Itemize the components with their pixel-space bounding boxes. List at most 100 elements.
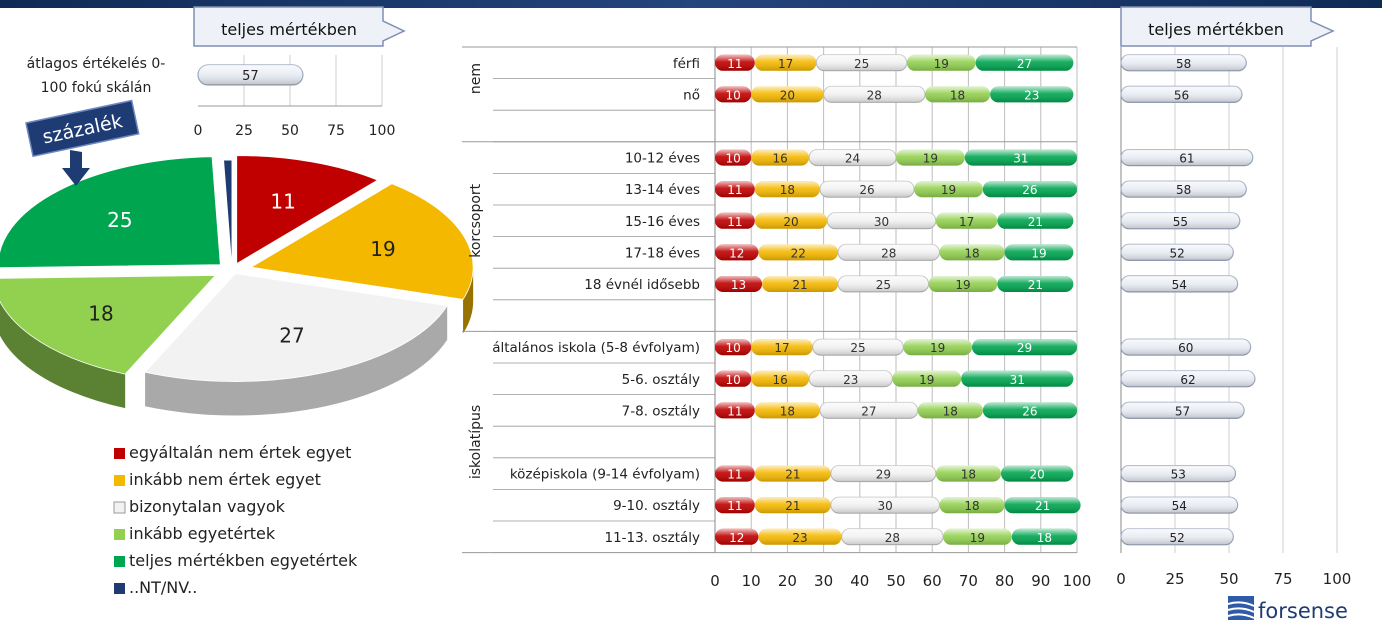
avg-chart: 57 0 25 50 75 100: [194, 55, 396, 139]
stack-segment-gloss: [715, 465, 755, 482]
stack-tick-label: 40: [850, 572, 869, 590]
legend-swatch: [114, 556, 125, 567]
stack-segment-label: 28: [867, 88, 882, 102]
stack-tick-label: 100: [1063, 572, 1092, 590]
right-bar-label: 62: [1180, 373, 1195, 387]
right-bar-gloss: [1121, 276, 1238, 292]
row-label: 18 évnél idősebb: [584, 277, 700, 293]
stack-segment-gloss: [1011, 528, 1077, 545]
right-bar-gloss: [1121, 528, 1234, 545]
stack-segment-label: 27: [1017, 57, 1032, 71]
stack-segment-gloss: [715, 149, 752, 166]
stack-segment-gloss: [715, 528, 759, 545]
stack-segment-label: 21: [785, 499, 800, 513]
stack-tick-label: 90: [1031, 572, 1050, 590]
stack-segment-label: 31: [1010, 373, 1025, 387]
stack-segment-label: 28: [881, 246, 896, 260]
stack-segment-gloss: [1004, 244, 1074, 261]
pie-slice-label: 18: [88, 302, 113, 326]
stack-segment-label: 21: [1035, 499, 1050, 513]
stack-segment-gloss: [827, 212, 936, 229]
stack-segment-label: 23: [843, 373, 858, 387]
stack-segment-label: 18: [961, 468, 976, 482]
stack-segment-gloss: [754, 465, 831, 482]
logo: forsense: [1227, 596, 1348, 623]
legend-label: bizonytalan vagyok: [129, 497, 286, 516]
stack-segment-label: 11: [727, 215, 742, 229]
stack-segment-gloss: [751, 370, 810, 387]
pie-slice: [144, 273, 448, 382]
row-label: 11-13. osztály: [605, 530, 701, 546]
row-label: 5-6. osztály: [622, 372, 700, 388]
stack-segment-label: 18: [780, 404, 795, 418]
right-bar-label: 56: [1174, 88, 1189, 102]
stack-segment-label: 19: [941, 183, 956, 197]
stack-segment-label: 11: [727, 404, 742, 418]
stack-segment-gloss: [982, 181, 1077, 198]
stack-segment-label: 19: [955, 278, 970, 292]
row-label: középiskola (9-14 évfolyam): [510, 467, 700, 483]
stack-segment-label: 16: [773, 373, 788, 387]
stack-segment-gloss: [715, 244, 759, 261]
stack-tick-label: 70: [959, 572, 978, 590]
stack-segment-label: 29: [1017, 341, 1032, 355]
stack-segment-gloss: [892, 370, 962, 387]
stack-segment-gloss: [819, 402, 918, 419]
stack-segment-label: 19: [1031, 246, 1046, 260]
legend-swatch: [114, 583, 125, 594]
right-bar-gloss: [1121, 370, 1255, 387]
row-label: nő: [683, 87, 700, 103]
stack-segment-label: 18: [964, 499, 979, 513]
stack-segment-gloss: [841, 528, 944, 545]
right-bar-gloss: [1121, 465, 1236, 482]
stack-segment-label: 10: [725, 373, 740, 387]
stack-segment-label: 12: [729, 246, 744, 260]
avg-title-line-2: 100 fokú skálán: [41, 80, 152, 96]
avg-tick-label: 100: [369, 123, 396, 139]
arrow-label-right-text: teljes mértékben: [1148, 20, 1284, 39]
stack-segment-gloss: [754, 497, 831, 514]
stack-segment-label: 26: [1022, 404, 1037, 418]
stack-segment-label: 16: [773, 152, 788, 166]
stack-segment-gloss: [939, 244, 1005, 261]
stack-segment-label: 25: [876, 278, 891, 292]
pie-slice-label: 25: [107, 208, 132, 232]
legend-label: teljes mértékben egyetértek: [129, 551, 358, 570]
stack-segment-gloss: [906, 54, 976, 71]
stack-segment-gloss: [715, 54, 755, 71]
stack-segment-label: 24: [845, 152, 860, 166]
stack-segment-label: 19: [930, 341, 945, 355]
stack-segment-gloss: [715, 339, 752, 356]
stack-segment-gloss: [715, 402, 755, 419]
stack-segment-label: 30: [877, 499, 892, 513]
pie-tag-arrow: [62, 150, 90, 186]
pie-slice-label: 27: [279, 324, 304, 348]
stack-segment-label: 23: [792, 531, 807, 545]
stack-segment-label: 26: [1022, 183, 1037, 197]
stack-segment-label: 17: [959, 215, 974, 229]
right-avg-chart: 58 56 61 58 55 52 54 60 62 57 53 54 52 0 25 50 75 100: [1116, 47, 1351, 588]
right-tick-label: 25: [1165, 570, 1184, 588]
stack-segment-label: 30: [874, 215, 889, 229]
stack-segment-label: 26: [859, 183, 874, 197]
stack-segment-gloss: [754, 212, 828, 229]
legend-swatch: [114, 475, 125, 486]
legend-label: egyáltalán nem értek egyet: [129, 443, 351, 462]
stack-segment-label: 18: [943, 404, 958, 418]
legend-label: inkább egyetértek: [129, 524, 276, 543]
right-bar-gloss: [1121, 402, 1245, 419]
stack-segment-label: 10: [725, 341, 740, 355]
stack-segment-label: 21: [1028, 215, 1043, 229]
stack-segment-gloss: [903, 339, 973, 356]
stack-segment-label: 21: [792, 278, 807, 292]
pie-slice: [0, 275, 217, 375]
stack-segment-gloss: [754, 54, 817, 71]
legend-label: ..NT/NV..: [129, 578, 197, 597]
header-bar: [0, 0, 1382, 8]
stack-segment-gloss: [935, 212, 998, 229]
legend-swatch: [114, 448, 125, 459]
stack-segment-label: 18: [950, 88, 965, 102]
stack-tick-label: 20: [778, 572, 797, 590]
